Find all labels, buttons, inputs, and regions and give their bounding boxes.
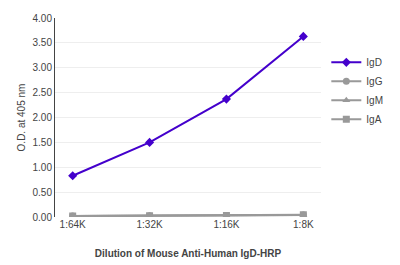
svg-text:1:32K: 1:32K [136, 219, 162, 230]
svg-text:0.50: 0.50 [33, 187, 53, 198]
svg-text:2.00: 2.00 [33, 112, 53, 123]
svg-text:Dilution of Mouse Anti-Human I: Dilution of Mouse Anti-Human IgD-HRP [95, 248, 282, 259]
svg-text:1:64K: 1:64K [60, 219, 86, 230]
svg-text:1.50: 1.50 [33, 137, 53, 148]
svg-text:1:8K: 1:8K [293, 219, 314, 230]
svg-text:IgD: IgD [366, 57, 382, 68]
svg-text:O.D. at 405 nm: O.D. at 405 nm [16, 84, 27, 152]
svg-text:IgA: IgA [366, 114, 381, 125]
svg-text:IgG: IgG [366, 76, 382, 87]
svg-text:4.00: 4.00 [33, 13, 53, 24]
svg-text:0.00: 0.00 [33, 212, 53, 223]
svg-text:IgM: IgM [366, 95, 383, 106]
svg-text:1:16K: 1:16K [213, 219, 239, 230]
svg-text:3.00: 3.00 [33, 62, 53, 73]
svg-text:2.50: 2.50 [33, 87, 53, 98]
svg-text:1.00: 1.00 [33, 162, 53, 173]
svg-text:3.50: 3.50 [33, 37, 53, 48]
